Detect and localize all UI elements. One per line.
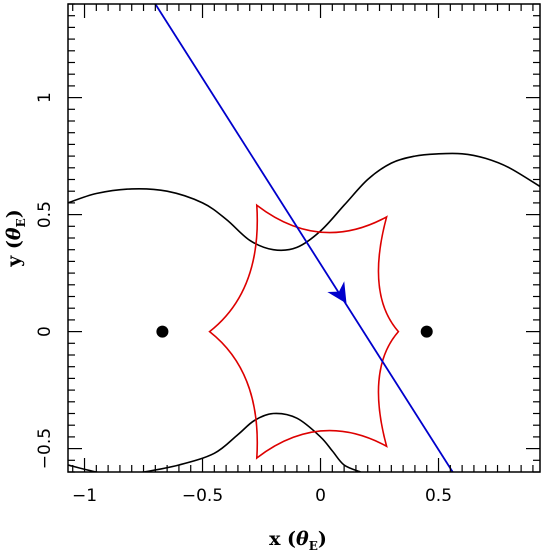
x-tick-labels: −1 −0.5 0 0.5 [72,486,452,506]
x-tick-label: −0.5 [182,486,223,506]
x-tick-label: 0 [315,486,326,506]
y-tick-labels: −0.5 0 0.5 1 [35,92,55,469]
lens-point-1 [156,325,169,338]
x-tick-label: −1 [72,486,97,506]
axis-ticks [68,3,540,473]
x-tick-label: 0.5 [425,486,452,506]
y-tick-label: 1 [35,92,55,103]
y-tick-label: 0.5 [35,201,55,228]
trajectory-arrowhead [327,281,347,304]
plot-area [68,4,540,472]
source-trajectory-line [154,4,454,472]
plot-frame [67,3,541,473]
y-axis-label: y (θE) [3,209,28,268]
caustic-curve [208,203,400,460]
track-lower [68,412,361,472]
y-tick-label: −0.5 [35,428,55,469]
lens-point-2 [420,325,433,338]
track-upper [68,152,540,252]
x-axis-label: x (θE) [269,528,327,553]
y-tick-label: 0 [35,326,55,337]
